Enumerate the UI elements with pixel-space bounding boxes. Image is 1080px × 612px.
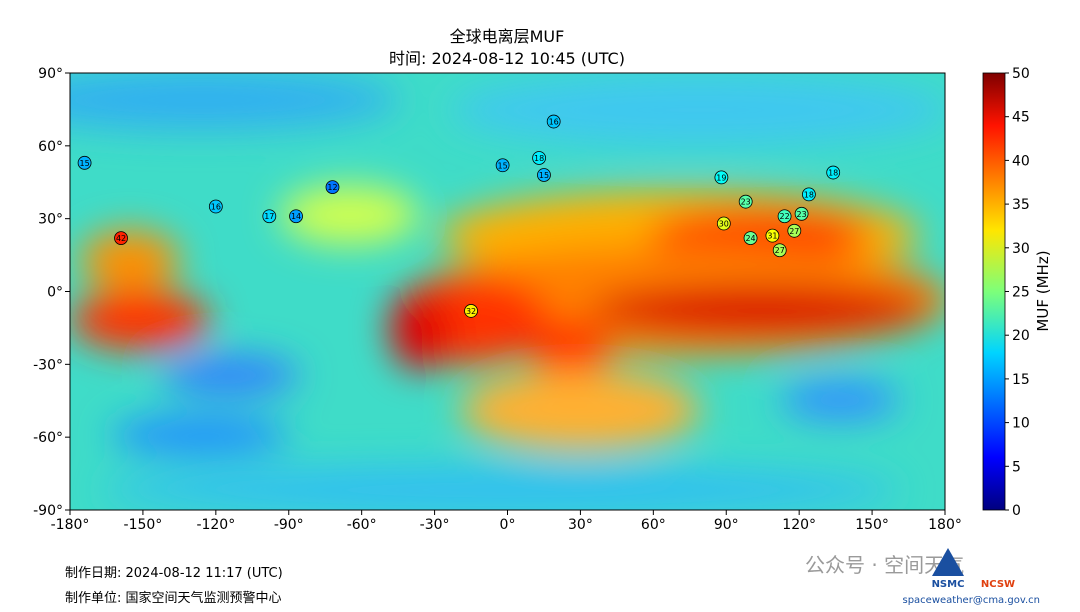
email: spaceweather@cma.gov.cn xyxy=(903,595,1041,606)
station-label: 27 xyxy=(775,246,785,255)
y-tick-label: 0° xyxy=(47,285,63,301)
station-label: 16 xyxy=(211,203,221,212)
station-label: 30 xyxy=(719,220,729,229)
station xyxy=(794,206,809,221)
muf-field xyxy=(70,73,945,510)
x-tick-label: -90° xyxy=(274,517,304,533)
station-label: 15 xyxy=(498,161,508,170)
station-label: 14 xyxy=(291,212,301,221)
station xyxy=(743,231,758,245)
station-label: 24 xyxy=(745,234,755,243)
station-label: 32 xyxy=(466,307,476,316)
station-label: 12 xyxy=(327,183,337,192)
colorbar-tick-label: 15 xyxy=(1012,372,1030,388)
station-label: 16 xyxy=(549,118,559,127)
station xyxy=(826,165,841,180)
colorbar-tick-label: 20 xyxy=(1012,328,1030,344)
x-tick-label: 180° xyxy=(928,517,962,533)
station-label: 15 xyxy=(79,159,89,168)
station-label: 18 xyxy=(804,190,814,199)
logo-nsmc: NSMC xyxy=(932,579,965,590)
station-label: 15 xyxy=(539,171,549,180)
y-tick-label: 30° xyxy=(38,212,63,228)
station-label: 42 xyxy=(116,234,126,243)
station-label: 19 xyxy=(716,173,726,182)
colorbar-tick-label: 45 xyxy=(1012,110,1030,126)
station xyxy=(772,243,787,258)
station xyxy=(738,194,753,209)
footer-date: 制作日期: 2024-08-12 11:17 (UTC) xyxy=(65,566,283,581)
y-tick-label: -30° xyxy=(33,357,63,373)
station xyxy=(289,209,303,224)
station-label: 31 xyxy=(767,232,777,241)
y-tick-label: 90° xyxy=(38,66,63,82)
y-tick-label: -90° xyxy=(33,503,63,519)
colorbar-tick-label: 40 xyxy=(1012,153,1030,169)
station xyxy=(537,168,551,182)
title: 全球电离层MUF xyxy=(450,27,565,46)
footer-unit: 制作单位: 国家空间天气监测预警中心 xyxy=(65,590,282,606)
y-tick-label: -60° xyxy=(33,430,63,446)
colorbar-label: MUF (MHz) xyxy=(1034,250,1052,331)
station xyxy=(464,304,478,318)
station xyxy=(546,114,561,129)
station xyxy=(801,187,816,202)
station xyxy=(77,155,92,170)
x-tick-label: 150° xyxy=(855,517,889,533)
x-tick-label: -30° xyxy=(420,517,450,533)
station xyxy=(716,216,731,231)
x-tick-label: 120° xyxy=(782,517,816,533)
station xyxy=(714,170,729,185)
station xyxy=(325,180,340,195)
x-tick-label: -120° xyxy=(196,517,235,533)
colorbar-tick-label: 35 xyxy=(1012,197,1030,213)
station-label: 17 xyxy=(264,212,274,221)
colorbar xyxy=(982,72,1006,511)
station xyxy=(787,223,802,238)
colorbar-tick-label: 25 xyxy=(1012,285,1030,301)
station xyxy=(495,158,510,173)
station-label: 22 xyxy=(779,212,789,221)
station xyxy=(777,209,792,224)
x-tick-label: -180° xyxy=(51,517,90,533)
colorbar-tick-label: 50 xyxy=(1012,66,1030,82)
station-label: 18 xyxy=(534,154,544,163)
x-tick-label: 0° xyxy=(500,517,516,533)
x-tick-label: 60° xyxy=(641,517,666,533)
station-label: 23 xyxy=(797,210,807,219)
y-tick-label: 60° xyxy=(38,139,63,155)
x-tick-label: 30° xyxy=(568,517,593,533)
x-tick-label: 90° xyxy=(714,517,739,533)
station xyxy=(208,199,223,214)
colorbar-tick-label: 0 xyxy=(1012,503,1021,519)
station-label: 27 xyxy=(789,227,799,236)
subtitle: 时间: 2024-08-12 10:45 (UTC) xyxy=(389,49,625,68)
station xyxy=(114,231,128,245)
x-tick-label: -150° xyxy=(124,517,163,533)
colorbar-tick-label: 10 xyxy=(1012,416,1030,432)
station-label: 23 xyxy=(741,198,751,207)
logo-icon xyxy=(932,548,964,576)
station-label: 18 xyxy=(828,169,838,178)
colorbar-tick-label: 5 xyxy=(1012,459,1021,475)
logo-ncsw: NCSW xyxy=(981,579,1015,590)
station xyxy=(532,151,546,165)
x-tick-label: -60° xyxy=(347,517,377,533)
station xyxy=(262,209,277,224)
colorbar-tick-label: 30 xyxy=(1012,241,1030,257)
station xyxy=(765,228,780,243)
